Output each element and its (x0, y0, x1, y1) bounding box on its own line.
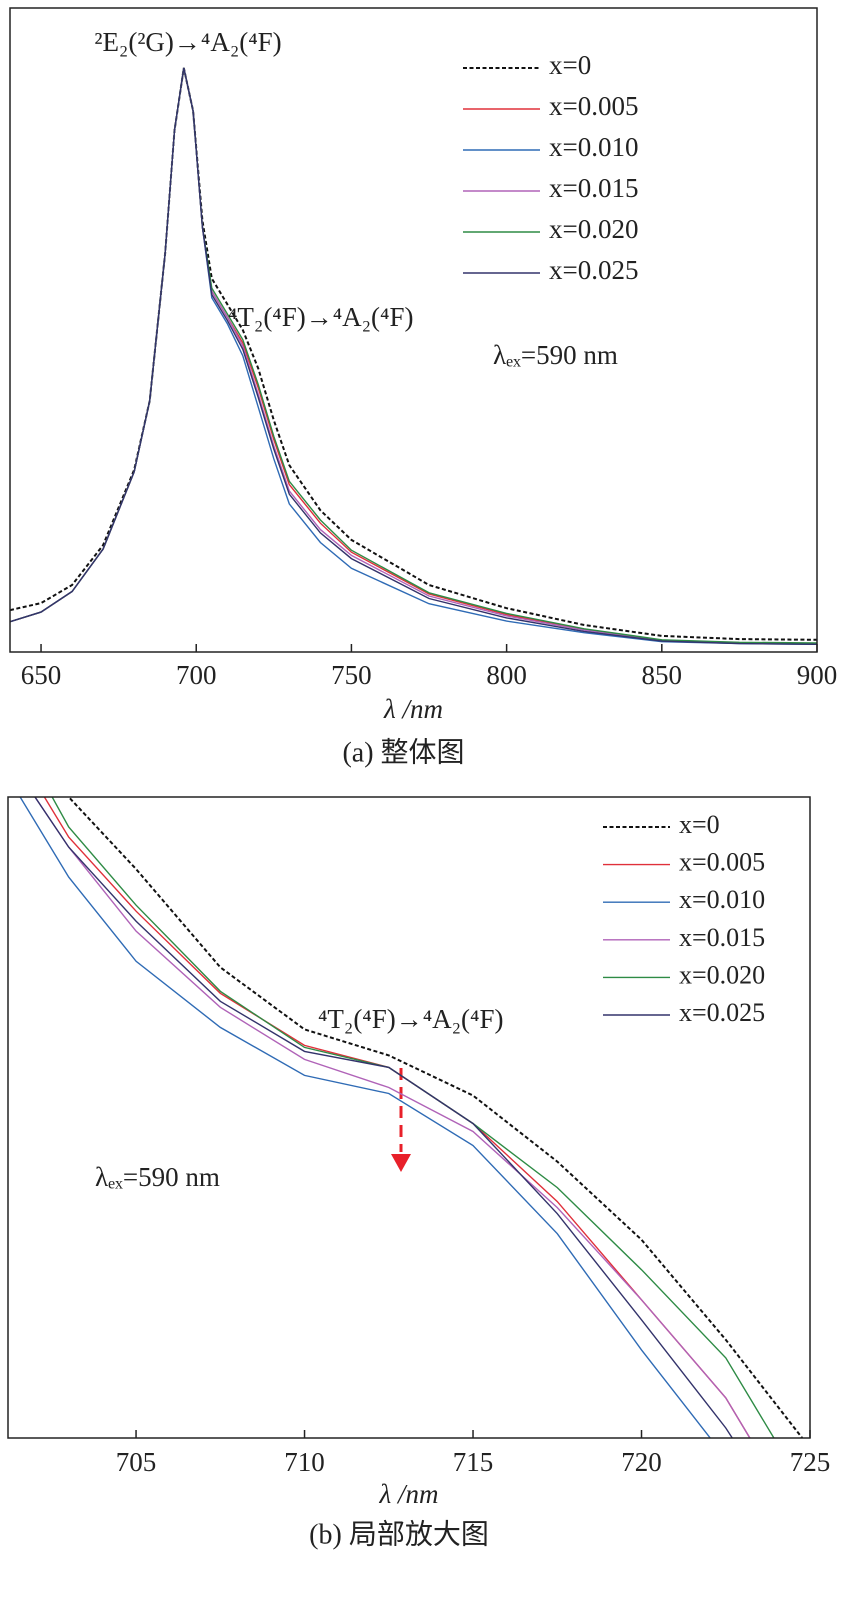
x-tick-label: 720 (621, 1447, 662, 1477)
legend-label: x=0.025 (679, 998, 765, 1027)
x-axis-label: λ /nm (383, 694, 443, 724)
annotation: ⁴T₂(⁴F)→⁴A₂(⁴F) (228, 302, 413, 332)
legend-label: x=0.015 (679, 923, 765, 952)
data-line (10, 67, 817, 645)
x-tick-label: 700 (176, 660, 217, 690)
data-line (67, 797, 804, 1438)
caption: (b) 局部放大图 (309, 1518, 489, 1550)
legend-label: x=0.005 (679, 848, 765, 877)
data-line (34, 797, 751, 1438)
annotation: λₑₓ=590 nm (95, 1162, 220, 1192)
data-line (10, 67, 817, 645)
x-tick-label: 715 (453, 1447, 494, 1477)
legend-label: x=0 (549, 50, 591, 80)
data-line (34, 797, 734, 1438)
legend-label: x=0.010 (679, 885, 765, 914)
x-tick-label: 650 (21, 660, 62, 690)
legend-label: x=0.020 (679, 960, 765, 989)
x-axis-label: λ /nm (379, 1479, 439, 1509)
data-line (19, 797, 712, 1438)
x-tick-label: 850 (642, 660, 683, 690)
x-tick-label: 750 (331, 660, 372, 690)
legend-label: x=0.020 (549, 214, 638, 244)
x-tick-label: 710 (284, 1447, 325, 1477)
x-tick-label: 725 (790, 1447, 831, 1477)
legend-label: x=0.015 (549, 173, 638, 203)
legend-label: x=0 (679, 810, 720, 839)
trend-arrow (391, 1068, 411, 1172)
x-tick-label: 900 (797, 660, 838, 690)
legend-label: x=0.025 (549, 255, 638, 285)
plot-frame (7, 796, 811, 1439)
data-line (10, 67, 817, 645)
data-line (10, 67, 817, 641)
legend-label: x=0.010 (549, 132, 638, 162)
x-tick-label: 800 (486, 660, 527, 690)
data-line (10, 67, 817, 645)
caption: (a) 整体图 (342, 736, 464, 768)
plot-frame (9, 7, 818, 653)
legend-label: x=0.005 (549, 91, 638, 121)
annotation: ⁴T₂(⁴F)→⁴A₂(⁴F) (318, 1004, 503, 1034)
annotation: λₑₓ=590 nm (493, 340, 618, 370)
data-line (10, 67, 817, 644)
x-tick-label: 705 (116, 1447, 157, 1477)
annotation: ²E₂(²G)→⁴A₂(⁴F) (94, 27, 281, 57)
